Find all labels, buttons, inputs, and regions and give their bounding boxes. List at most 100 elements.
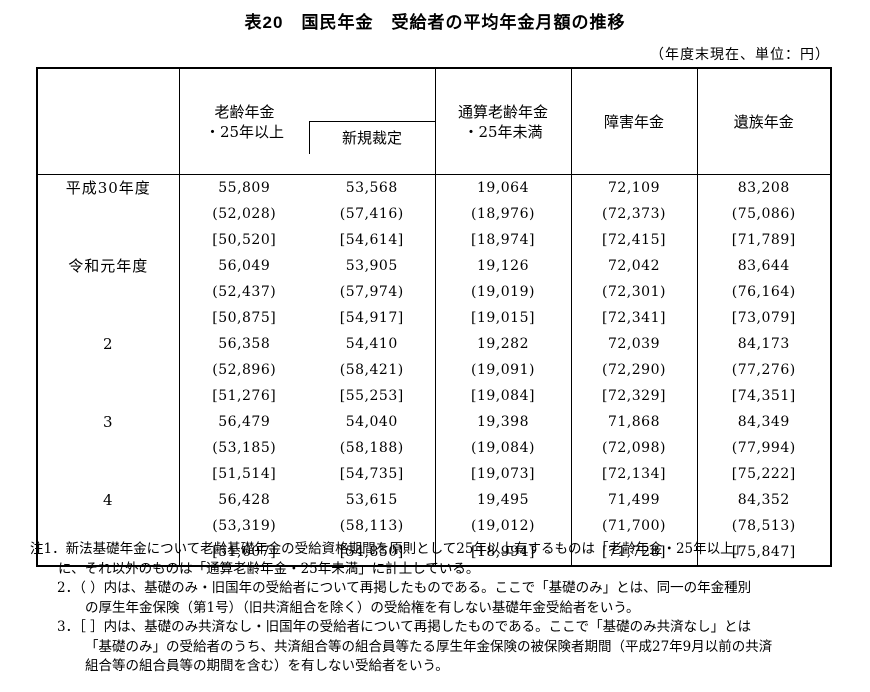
col-header-izoku: 遺族年金 — [697, 68, 831, 175]
value-cell: [50,875] — [212, 310, 277, 326]
value-cell: (72,290) — [571, 357, 698, 383]
table-row: (53,319) (58,113) (19,012) (71,700) (78,… — [37, 513, 831, 539]
value-cell: 84,349 — [737, 414, 790, 430]
value-cell: [72,134] — [571, 461, 698, 487]
value-cell: (58,421) — [309, 357, 436, 383]
table-row: (52,437) (57,974) (19,019) (72,301) (76,… — [37, 279, 831, 305]
value-cell: 71,499 — [571, 487, 698, 513]
table-row: (52,028) (57,416) (18,976) (72,373) (75,… — [37, 201, 831, 227]
value-cell: 53,615 — [309, 487, 436, 513]
value-cell: 83,644 — [737, 258, 790, 274]
corner-cell — [37, 68, 180, 175]
table-row: [51,607] [54,850] [18,994] [71,728] [75,… — [37, 539, 831, 566]
value-cell: (76,164) — [731, 284, 796, 300]
col-header-rourei-group: 老齢年金 ・25年以上 新規裁定 — [179, 68, 436, 175]
value-cell: (52,437) — [212, 284, 277, 300]
year-label: 4 — [37, 487, 180, 566]
value-cell: 72,039 — [571, 331, 698, 357]
col-header-tsusan-rourei: 通算老齢年金 ・25年未満 — [435, 68, 572, 175]
header-row: 老齢年金 ・25年以上 新規裁定 通算老齢年金 ・25年未満 障害年金 遺族年金 — [37, 68, 831, 175]
value-cell: [19,015] — [435, 305, 572, 331]
footnote-line: 「基礎のみ」の受給者のうち、共済組合等の組合員等たる厚生年金保険の被保険者期間（… — [85, 638, 773, 655]
value-cell: 84,173 — [737, 336, 790, 352]
table-row: [50,875] [54,917] [19,015] [72,341] [73,… — [37, 305, 831, 331]
table-row: (53,185) (58,188) (19,084) (72,098) (77,… — [37, 435, 831, 461]
value-cell: 19,398 — [435, 409, 572, 435]
value-cell: [72,341] — [571, 305, 698, 331]
footnote-line: の厚生年金保険（第1号）（旧共済組合を除く）の受給権を有しない基礎年金受給者をい… — [85, 599, 640, 616]
value-cell: (53,319) — [212, 518, 277, 534]
value-cell: [54,735] — [309, 461, 436, 487]
table-row: 3 56,479 54,040 19,398 71,868 84,349 — [37, 409, 831, 487]
value-cell: 19,064 — [435, 174, 572, 201]
year-label: 令和元年度 — [37, 253, 180, 331]
value-cell: 56,479 — [218, 414, 271, 430]
value-cell: [54,614] — [309, 227, 436, 253]
value-cell: (78,513) — [731, 518, 796, 534]
value-cell: [71,789] — [731, 232, 796, 248]
value-cell: 72,042 — [571, 253, 698, 279]
year-label: 3 — [37, 409, 180, 487]
footnote-line: 3．［ ］内は、基礎のみ共済なし・旧国年の受給者について再掲したものである。ここ… — [57, 619, 752, 635]
value-cell: 71,868 — [571, 409, 698, 435]
value-cell: [75,847] — [731, 544, 796, 560]
value-cell: 19,282 — [435, 331, 572, 357]
footnotes: 注1．新法基礎年金について老齢基礎年金の受給資格期間を原則として25年以上有する… — [0, 540, 870, 677]
table-row: (52,896) (58,421) (19,091) (72,290) (77,… — [37, 357, 831, 383]
value-cell: [72,415] — [571, 227, 698, 253]
value-cell: (18,976) — [435, 201, 572, 227]
value-cell: [73,079] — [731, 310, 796, 326]
value-cell: [19,084] — [435, 383, 572, 409]
year-label: 2 — [37, 331, 180, 409]
value-cell: (75,086) — [731, 206, 796, 222]
value-cell: 72,109 — [571, 174, 698, 201]
value-cell: 83,208 — [737, 180, 790, 196]
value-cell: [51,276] — [212, 388, 277, 404]
unit-note: （年度末現在、単位：円） — [650, 47, 830, 63]
value-cell: [71,728] — [571, 539, 698, 566]
value-cell: 56,358 — [218, 336, 271, 352]
value-cell: (19,084) — [435, 435, 572, 461]
value-cell: 55,809 — [218, 180, 271, 196]
value-cell: 19,126 — [435, 253, 572, 279]
pension-table: 老齢年金 ・25年以上 新規裁定 通算老齢年金 ・25年未満 障害年金 遺族年金… — [36, 67, 832, 567]
col-header-shinki-saitei: 新規裁定 — [308, 121, 435, 154]
value-cell: (53,185) — [212, 440, 277, 456]
value-cell: [51,607] — [212, 544, 277, 560]
value-cell: (52,896) — [212, 362, 277, 378]
table-row: [50,520] [54,614] [18,974] [72,415] [71,… — [37, 227, 831, 253]
value-cell: (72,098) — [571, 435, 698, 461]
table-row: [51,276] [55,253] [19,084] [72,329] [74,… — [37, 383, 831, 409]
table-title: 表20 国民年金 受給者の平均年金月額の推移 — [244, 13, 626, 32]
value-cell: 54,040 — [309, 409, 436, 435]
footnote-line: 組合等の組合員等の期間を含む）を有しない受給者をいう。 — [85, 658, 449, 674]
value-cell: (57,416) — [309, 201, 436, 227]
value-cell: [72,329] — [571, 383, 698, 409]
value-cell: (19,019) — [435, 279, 572, 305]
value-cell: [54,850] — [309, 539, 436, 566]
value-cell: (52,028) — [212, 206, 277, 222]
value-cell: (71,700) — [571, 513, 698, 539]
value-cell: [51,514] — [212, 466, 277, 482]
value-cell: 56,428 — [218, 492, 271, 508]
value-cell: (77,994) — [731, 440, 796, 456]
value-cell: 84,352 — [737, 492, 790, 508]
value-cell: (58,113) — [309, 513, 436, 539]
table-row: 4 56,428 53,615 19,495 71,499 84,352 — [37, 487, 831, 566]
table-row: 2 56,358 54,410 19,282 72,039 84,173 — [37, 331, 831, 409]
value-cell: [54,917] — [309, 305, 436, 331]
year-label: 平成30年度 — [37, 174, 180, 253]
value-cell: (57,974) — [309, 279, 436, 305]
rourei-group-wrap: 老齢年金 ・25年以上 新規裁定 — [180, 89, 435, 154]
footnote-line: 2．（ ）内は、基礎のみ・旧国年の受給者について再掲したものである。ここで「基礎… — [57, 580, 752, 596]
value-cell: 56,049 — [218, 258, 271, 274]
value-cell: (77,276) — [731, 362, 796, 378]
value-cell: (19,012) — [435, 513, 572, 539]
table-row: 令和元年度 56,049 53,905 19,126 72,042 83,644 — [37, 253, 831, 331]
value-cell: (72,301) — [571, 279, 698, 305]
value-cell: 53,568 — [309, 174, 436, 201]
value-cell: [18,994] — [435, 539, 572, 566]
table-row: 平成30年度 55,809 53,568 19,064 72,109 83,20… — [37, 174, 831, 253]
value-cell: [18,974] — [435, 227, 572, 253]
